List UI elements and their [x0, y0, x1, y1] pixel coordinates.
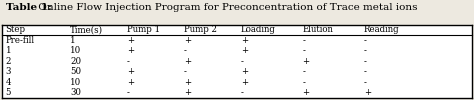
Text: -: - [127, 88, 130, 97]
Text: 4: 4 [6, 78, 11, 87]
Text: -: - [302, 36, 305, 45]
Text: +: + [241, 36, 248, 45]
Text: -: - [241, 57, 244, 66]
Text: +: + [241, 46, 248, 55]
Text: -: - [184, 46, 187, 55]
Text: +: + [127, 67, 134, 76]
Text: Elution: Elution [302, 25, 333, 34]
Text: -: - [364, 78, 367, 87]
Text: +: + [184, 57, 191, 66]
Text: 10: 10 [70, 46, 82, 55]
Text: +: + [364, 88, 371, 97]
Text: 1: 1 [70, 36, 76, 45]
Text: 2: 2 [6, 57, 11, 66]
Text: 20: 20 [70, 57, 81, 66]
Text: 50: 50 [70, 67, 81, 76]
Text: -: - [364, 36, 367, 45]
Text: -: - [302, 67, 305, 76]
Text: -: - [302, 78, 305, 87]
Text: -: - [364, 46, 367, 55]
Text: Pump 2: Pump 2 [184, 25, 217, 34]
Text: -: - [127, 57, 130, 66]
Text: 5: 5 [6, 88, 11, 97]
Text: Reading: Reading [364, 25, 400, 34]
Text: Online Flow Injection Program for Preconcentration of Trace metal ions: Online Flow Injection Program for Precon… [35, 3, 417, 12]
Text: 3: 3 [6, 67, 11, 76]
Text: 1: 1 [6, 46, 11, 55]
Text: +: + [241, 67, 248, 76]
Text: -: - [241, 88, 244, 97]
Text: -: - [364, 67, 367, 76]
Text: +: + [302, 57, 310, 66]
Text: Table 1:: Table 1: [6, 3, 52, 12]
Text: 10: 10 [70, 78, 82, 87]
Text: +: + [241, 78, 248, 87]
Bar [2, 24, 472, 98]
Text: Pre-fill: Pre-fill [6, 36, 35, 45]
Text: +: + [184, 88, 191, 97]
Text: -: - [302, 46, 305, 55]
Text: Pump 1: Pump 1 [127, 25, 160, 34]
Text: +: + [127, 46, 134, 55]
Text: +: + [127, 78, 134, 87]
Text: +: + [302, 88, 310, 97]
Text: -: - [184, 67, 187, 76]
Text: +: + [127, 36, 134, 45]
Text: -: - [364, 57, 367, 66]
Text: Time(s): Time(s) [70, 25, 103, 34]
Text: Step: Step [6, 25, 26, 34]
Text: +: + [184, 36, 191, 45]
Text: +: + [184, 78, 191, 87]
Text: Loading: Loading [241, 25, 276, 34]
Text: 30: 30 [70, 88, 81, 97]
